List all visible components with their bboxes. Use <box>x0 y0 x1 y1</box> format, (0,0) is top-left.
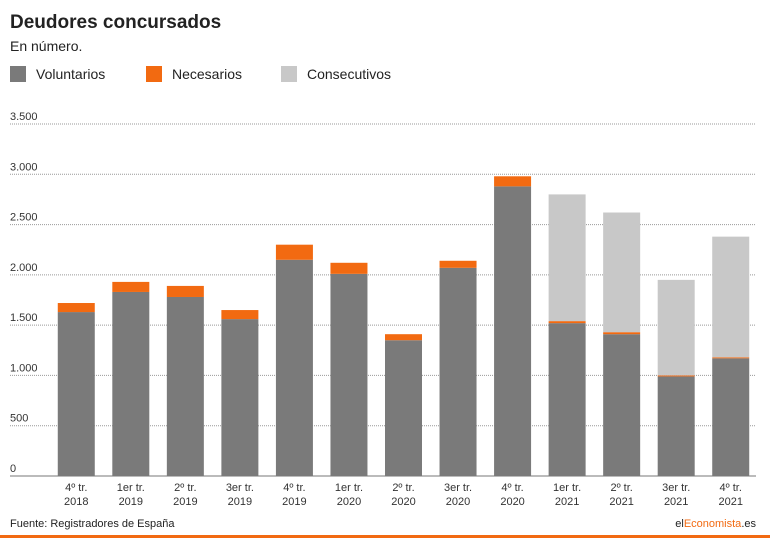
x-tick-label: 2020 <box>391 496 415 508</box>
bar-segment <box>657 375 695 377</box>
legend-swatch <box>146 66 162 82</box>
x-tick-label: 2021 <box>664 496 688 508</box>
x-tick-label: 1er tr. <box>553 482 581 494</box>
bar-segment <box>439 267 477 476</box>
bar-segment <box>275 244 313 260</box>
x-tick-label: 2º tr. <box>174 482 196 494</box>
bar-segment <box>330 273 368 476</box>
x-tick-label: 2º tr. <box>610 482 632 494</box>
y-tick-label: 0 <box>10 463 16 475</box>
source: Fuente: Registradores de España <box>10 518 175 530</box>
bar-segment <box>494 186 532 476</box>
y-tick-label: 500 <box>10 413 28 425</box>
x-tick-label: 2020 <box>500 496 524 508</box>
bar-segment <box>603 212 641 333</box>
bar-segment <box>603 332 641 335</box>
bar-segment <box>221 319 259 476</box>
bar-segment <box>603 334 641 476</box>
legend-label: Consecutivos <box>307 66 391 82</box>
x-tick-label: 2021 <box>555 496 579 508</box>
bar-segment <box>548 194 586 322</box>
bar-segment <box>57 312 95 476</box>
legend-swatch <box>10 66 26 82</box>
bar-segment <box>439 260 477 268</box>
x-tick-label: 3er tr. <box>662 482 690 494</box>
x-tick-label: 3er tr. <box>226 482 254 494</box>
bar-segment <box>657 376 695 476</box>
chart-subtitle: En número. <box>10 38 82 54</box>
bar-segment <box>330 262 368 274</box>
bar-segment <box>221 310 259 320</box>
x-tick-label: 2019 <box>119 496 143 508</box>
x-tick-label: 1er tr. <box>335 482 363 494</box>
x-tick-label: 2021 <box>609 496 633 508</box>
brand-part: .es <box>741 518 756 530</box>
bar-segment <box>166 285 204 297</box>
x-tick-label: 1er tr. <box>117 482 145 494</box>
y-tick-label: 2.500 <box>10 212 38 224</box>
bar-segment <box>275 259 313 476</box>
y-tick-label: 2.000 <box>10 262 38 274</box>
x-tick-label: 2019 <box>173 496 197 508</box>
x-tick-label: 2º tr. <box>392 482 414 494</box>
x-tick-label: 2020 <box>446 496 470 508</box>
legend-swatch <box>281 66 297 82</box>
bar-segment <box>385 334 422 341</box>
x-tick-label: 2019 <box>228 496 252 508</box>
bar-segment <box>112 291 150 476</box>
footer-rule <box>0 535 770 538</box>
x-tick-label: 2019 <box>282 496 306 508</box>
y-tick-label: 3.000 <box>10 161 38 173</box>
x-tick-label: 3er tr. <box>444 482 472 494</box>
bar-segment <box>548 321 586 324</box>
y-tick-label: 1.500 <box>10 312 38 324</box>
bar-segment <box>712 236 750 358</box>
x-tick-label: 2018 <box>64 496 88 508</box>
x-tick-label: 4º tr. <box>720 482 742 494</box>
x-tick-label: 4º tr. <box>501 482 523 494</box>
bar-segment <box>712 358 750 476</box>
bar-segment <box>57 303 95 313</box>
brand: elEconomista.es <box>675 518 756 530</box>
bar-segment <box>494 176 532 187</box>
bar-segment <box>712 357 750 359</box>
x-tick-label: 4º tr. <box>283 482 305 494</box>
y-tick-label: 3.500 <box>10 111 38 123</box>
bar-segment <box>166 296 204 476</box>
chart-title: Deudores concursados <box>10 12 221 33</box>
bar-segment <box>385 340 422 476</box>
legend-label: Voluntarios <box>36 66 105 82</box>
x-tick-label: 2021 <box>718 496 742 508</box>
legend-label: Necesarios <box>172 66 242 82</box>
x-tick-label: 4º tr. <box>65 482 87 494</box>
bar-segment <box>112 281 150 292</box>
y-tick-label: 1.000 <box>10 362 38 374</box>
brand-part: Economista <box>684 518 742 530</box>
brand-part: el <box>675 518 684 530</box>
bar-segment <box>657 279 695 376</box>
bar-segment <box>548 323 586 476</box>
x-tick-label: 2020 <box>337 496 361 508</box>
